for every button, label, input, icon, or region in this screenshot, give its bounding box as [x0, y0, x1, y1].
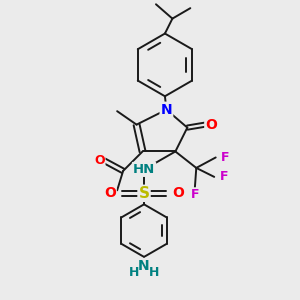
Text: HN: HN	[133, 163, 155, 176]
Text: O: O	[104, 186, 116, 200]
Text: F: F	[221, 151, 230, 164]
Text: N: N	[138, 259, 150, 273]
Text: F: F	[190, 188, 199, 201]
Text: S: S	[139, 186, 149, 201]
Text: H: H	[148, 266, 159, 279]
Text: N: N	[160, 103, 172, 117]
Text: H: H	[129, 266, 140, 279]
Text: O: O	[205, 118, 217, 132]
Text: O: O	[94, 154, 104, 167]
Text: F: F	[220, 170, 228, 183]
Text: O: O	[172, 186, 184, 200]
